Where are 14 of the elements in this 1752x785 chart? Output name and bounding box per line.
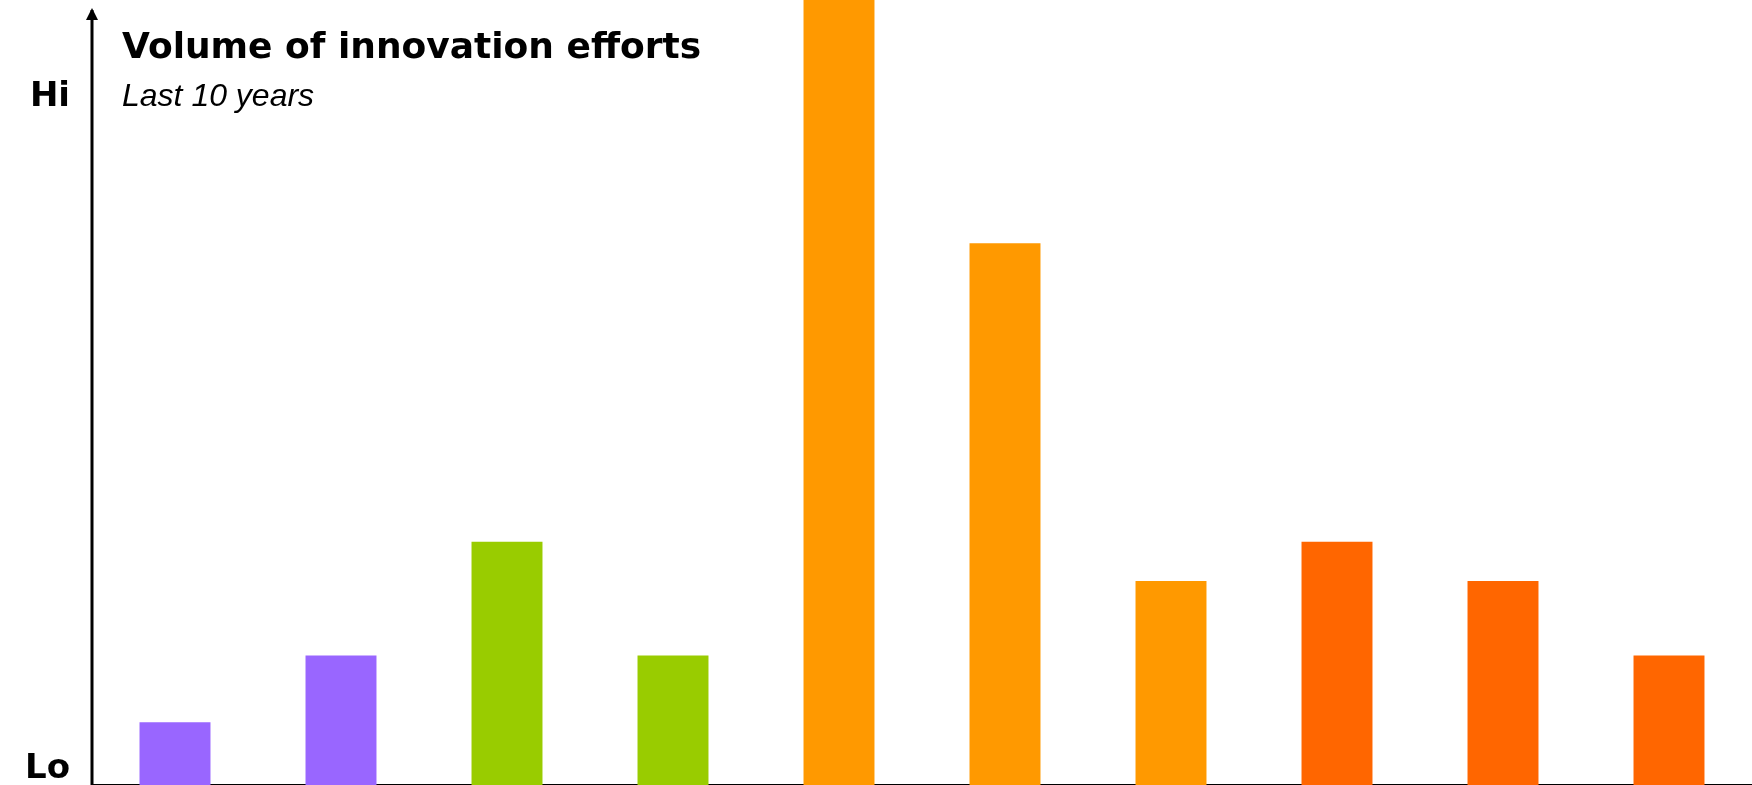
bar [1467, 580, 1539, 785]
text: Hi [29, 74, 70, 114]
bar [1633, 655, 1705, 785]
text: Last 10 years [122, 77, 315, 113]
bar [637, 655, 709, 785]
bar [1301, 541, 1373, 785]
bar [1135, 580, 1207, 785]
text: Lo [24, 746, 70, 785]
bar [139, 722, 211, 785]
bar [969, 243, 1041, 785]
bar [305, 655, 377, 785]
text: Volume of innovation efforts [122, 25, 702, 66]
bar [803, 0, 875, 785]
bar [471, 541, 543, 785]
